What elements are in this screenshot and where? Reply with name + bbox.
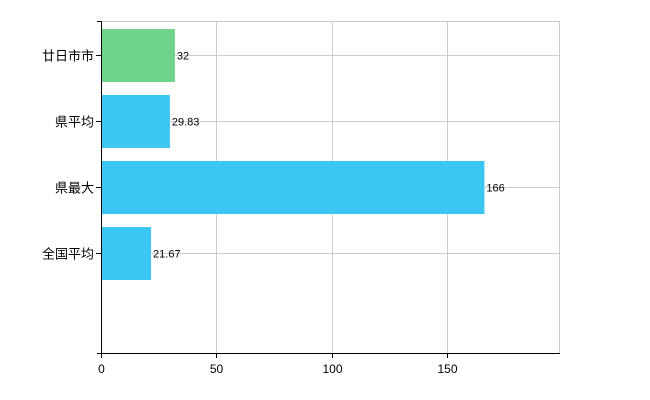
- category-label-0: 廿日市市: [42, 49, 94, 65]
- x-tick-label-150: 150: [437, 362, 457, 376]
- data-label-0: 32: [177, 51, 189, 63]
- bar-1: [102, 95, 170, 148]
- category-label-3: 全国平均: [42, 247, 94, 263]
- data-label-3: 21.67: [153, 249, 181, 261]
- data-label-2: 166: [486, 183, 504, 195]
- x-tick-label-100: 100: [322, 362, 342, 376]
- data-label-1: 29.83: [172, 117, 200, 129]
- bar-2: [102, 161, 485, 214]
- bar-3: [102, 227, 152, 280]
- bar-0: [102, 29, 175, 82]
- category-label-2: 県最大: [55, 182, 94, 197]
- grid-lines: [101, 21, 560, 353]
- category-label-1: 県平均: [55, 116, 94, 131]
- x-tick-label-50: 50: [210, 362, 224, 376]
- axes: [96, 21, 560, 358]
- bars: [102, 29, 485, 280]
- x-tick-label-0: 0: [98, 362, 105, 376]
